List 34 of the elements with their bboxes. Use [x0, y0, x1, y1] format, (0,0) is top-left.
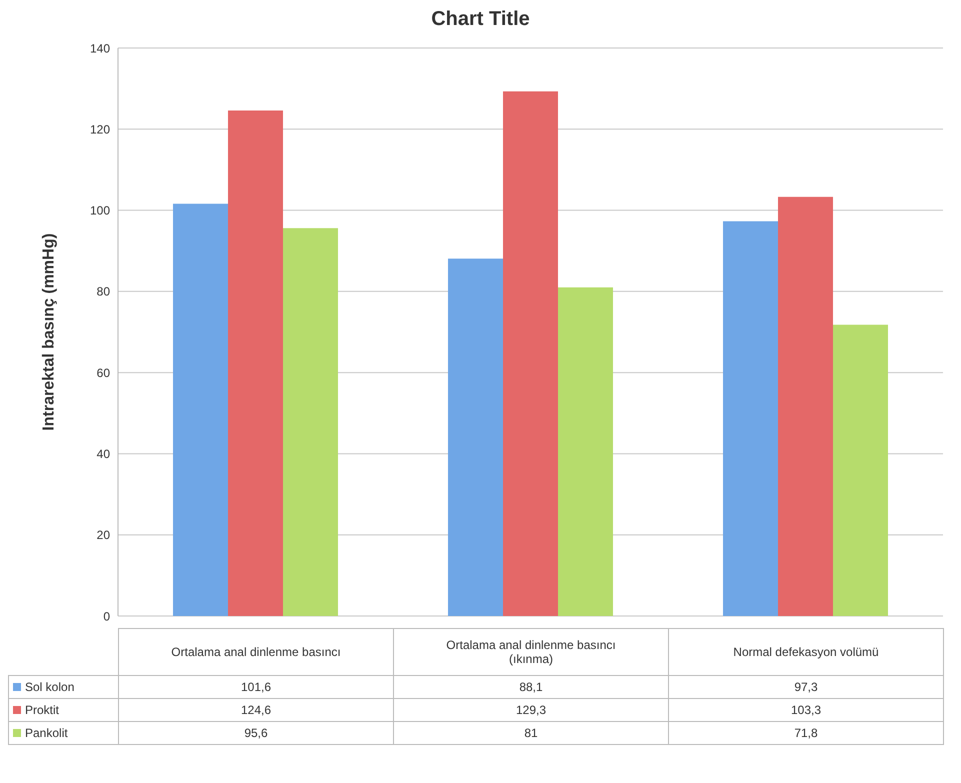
y-tick-label: 80	[96, 284, 110, 299]
bar	[448, 258, 503, 616]
bar	[778, 196, 833, 616]
bar	[833, 324, 888, 616]
data-label: 81	[394, 722, 668, 744]
data-label: 88,1	[394, 676, 668, 698]
x-tick-label: Ortalama anal dinlenme basıncı	[118, 628, 394, 676]
x-tick-label: Normal defekasyon volümü	[668, 628, 944, 676]
data-label: 97,3	[668, 676, 944, 698]
bar	[503, 91, 558, 616]
data-label: 124,6	[118, 698, 394, 722]
bar	[228, 110, 283, 616]
data-label: 71,8	[668, 722, 944, 744]
y-tick-label: 40	[96, 446, 110, 461]
data-label: 103,3	[668, 698, 944, 722]
y-tick-label: 100	[90, 204, 110, 218]
y-tick-label: 0	[103, 609, 110, 624]
y-tick-label: 20	[96, 528, 110, 542]
bar	[723, 221, 778, 616]
y-tick-label: 140	[90, 41, 110, 56]
y-axis-title: Intrarektal basınç (mmHg)	[40, 233, 58, 431]
data-label: 101,6	[118, 676, 394, 698]
bar	[558, 287, 613, 616]
x-tick-label: Ortalama anal dinlenme basıncı (ıkınma)	[394, 628, 668, 676]
legend-label: Pankolit	[8, 722, 118, 744]
data-label: 95,6	[118, 722, 394, 744]
data-label: 129,3	[394, 698, 668, 722]
bar	[283, 228, 338, 616]
chart-title: Chart Title	[430, 8, 531, 32]
legend-label: Proktit	[8, 698, 118, 722]
bar	[173, 204, 228, 616]
legend-label: Sol kolon	[8, 676, 118, 698]
y-tick-label: 120	[90, 122, 110, 136]
y-tick-label: 60	[96, 366, 110, 380]
